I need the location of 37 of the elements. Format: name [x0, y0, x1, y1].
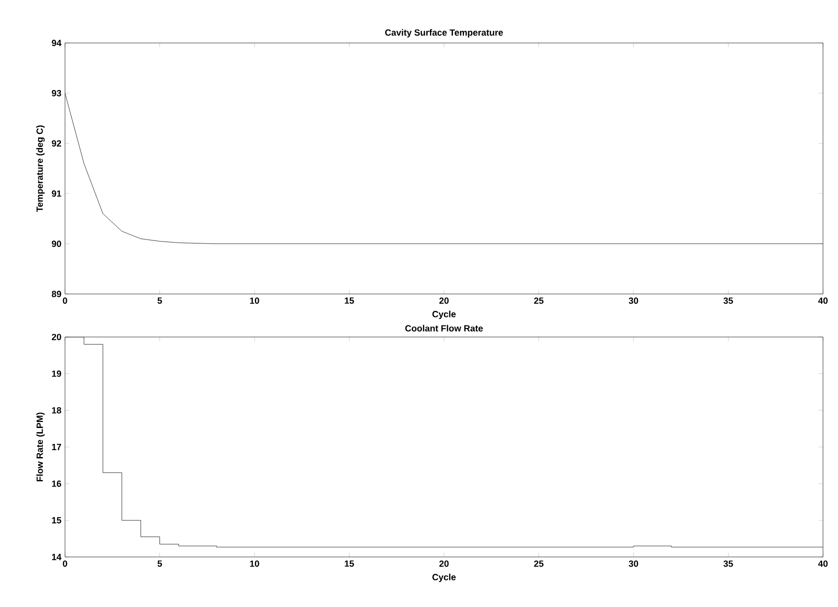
x-tick-label: 5: [158, 560, 162, 567]
x-tick-label: 40: [818, 560, 828, 567]
x-tick-label: 30: [628, 560, 638, 567]
chart-title: Coolant Flow Rate: [405, 324, 483, 332]
x-tick-label: 35: [723, 560, 733, 567]
x-tick-label: 40: [818, 298, 828, 304]
x-tick-label: 20: [439, 560, 449, 567]
x-axis-title: Cycle: [432, 310, 456, 320]
x-tick-label: 5: [158, 298, 162, 304]
x-tick-label: 25: [534, 298, 544, 304]
y-axis-title: Temperature (deg C): [36, 125, 45, 212]
x-tick-label: 15: [344, 560, 354, 567]
y-tick-label: 17: [52, 444, 62, 450]
x-tick-label: 10: [250, 560, 260, 567]
y-tick-label: 19: [52, 370, 62, 377]
x-tick-label: 35: [723, 298, 733, 304]
y-tick-label: 90: [52, 240, 62, 247]
y-tick-label: 94: [52, 40, 62, 46]
y-tick-label: 93: [52, 90, 62, 96]
y-tick-label: 14: [52, 554, 62, 560]
x-axis-title: Cycle: [432, 574, 456, 582]
x-tick-label: 20: [439, 298, 449, 304]
x-tick-label: 0: [62, 298, 68, 304]
x-tick-label: 25: [534, 560, 544, 567]
y-axis-title: Flow Rate (LPM): [36, 412, 45, 482]
y-tick-label: 92: [52, 140, 62, 147]
y-tick-label: 16: [52, 480, 62, 487]
x-tick-label: 0: [62, 560, 68, 567]
y-tick-label: 18: [52, 407, 62, 414]
x-tick-label: 30: [628, 298, 638, 304]
chart-title: Cavity Surface Temperature: [385, 29, 503, 38]
x-tick-label: 15: [344, 298, 354, 304]
y-tick-label: 15: [52, 517, 62, 524]
y-tick-label: 89: [52, 290, 62, 298]
y-tick-label: 91: [52, 190, 62, 197]
x-tick-label: 10: [250, 298, 260, 304]
y-tick-label: 20: [52, 334, 62, 340]
